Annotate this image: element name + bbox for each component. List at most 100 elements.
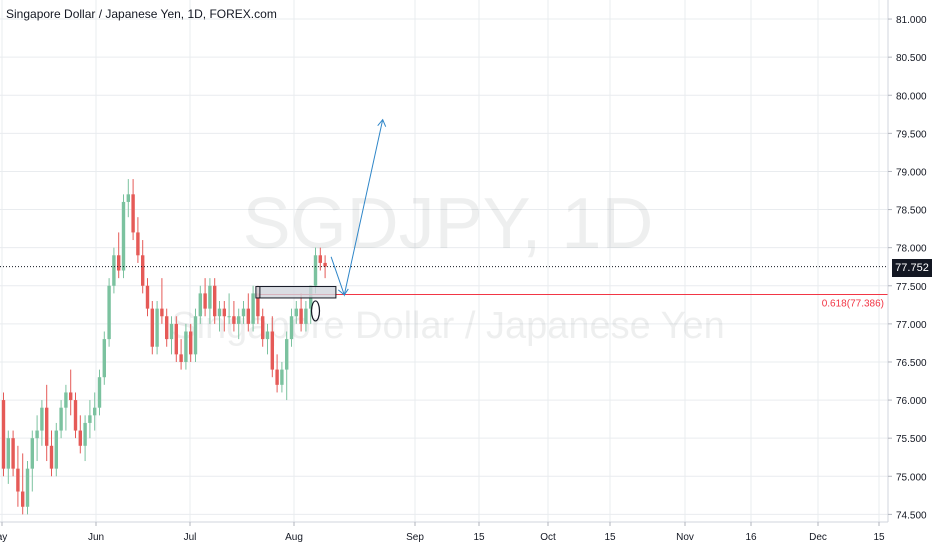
price-tick-label: 79.500 (896, 129, 927, 140)
candle (241, 301, 246, 324)
candle (150, 301, 154, 355)
candle (289, 308, 294, 347)
candle (6, 430, 10, 484)
price-tick-label: 79.000 (896, 167, 927, 178)
candle-body (150, 308, 154, 347)
price-tick-label: 78.000 (896, 244, 927, 255)
candle-body (112, 255, 116, 286)
price-tick-label: 76.000 (896, 396, 927, 407)
candle (126, 179, 130, 218)
price-axis[interactable]: 74.500 75.000 75.500 76.000 76.500 77.000 77.5… (888, 15, 927, 521)
candle (21, 453, 25, 515)
candle (203, 278, 207, 317)
candle (30, 430, 34, 492)
time-tick-label: 15 (873, 532, 885, 543)
candle (69, 369, 73, 416)
price-tick-label: 80.500 (896, 53, 927, 64)
price-tick-label: 81.000 (896, 15, 927, 26)
candle-body (1, 400, 6, 469)
candle (261, 308, 265, 347)
price-tick-label: 75.500 (896, 434, 927, 445)
candle (93, 392, 97, 431)
candle (299, 293, 303, 332)
candle-body (160, 308, 164, 317)
candle-body (59, 407, 63, 431)
candle-body (49, 445, 54, 469)
candle (275, 354, 279, 393)
candle (155, 301, 159, 355)
candle (304, 301, 308, 332)
candle-body (179, 354, 183, 362)
candle (112, 247, 116, 294)
candle-body (141, 255, 145, 286)
candle-body (275, 369, 279, 385)
candle-body (102, 339, 106, 378)
time-tick-label: 15 (473, 532, 485, 543)
candle (198, 285, 202, 324)
time-tick-label: Nov (676, 532, 694, 543)
candle-body (261, 316, 265, 340)
arrow-head-down (337, 288, 349, 296)
candle (45, 384, 49, 462)
candle-body (270, 331, 274, 370)
candle (73, 392, 78, 439)
candle-body (208, 285, 212, 309)
price-tick-label: 77.500 (896, 282, 927, 293)
candle-body (25, 468, 30, 507)
candle (145, 278, 150, 317)
candle-body (241, 308, 246, 317)
candle-body (289, 316, 294, 340)
candle (160, 278, 164, 324)
candle (121, 194, 126, 279)
candle-body (155, 308, 159, 347)
candle-body (35, 430, 39, 439)
time-axis[interactable]: ay Jun Jul Aug Sep 15 Oct 15 Nov 16 Dec 15 (0, 522, 885, 543)
candle-body (280, 369, 284, 385)
candle (227, 293, 231, 324)
candle (35, 415, 39, 462)
drawings[interactable]: 0.618(77.386) (0, 118, 888, 322)
candle-body (256, 293, 260, 317)
candle-body (246, 308, 250, 324)
candles (1, 179, 327, 515)
time-tick-label: Aug (285, 532, 303, 543)
candle-body (45, 407, 49, 446)
candle (318, 247, 322, 271)
candle (208, 278, 212, 324)
price-tick-label: 76.500 (896, 358, 927, 369)
candle (1, 392, 6, 477)
candle-body (88, 415, 92, 423)
candle-body (189, 331, 193, 355)
candle (265, 323, 270, 355)
time-tick-label: Jul (184, 532, 197, 543)
candle (270, 316, 274, 378)
candle-body (251, 293, 255, 324)
candle-body (69, 392, 73, 401)
candle-body (174, 323, 178, 355)
price-tick-label: 77.000 (896, 320, 927, 331)
candle (193, 308, 198, 362)
candle-body (107, 285, 111, 340)
candle (40, 400, 44, 446)
candle (102, 331, 106, 385)
candle-body (299, 308, 303, 324)
candle-body (30, 438, 34, 469)
fib-level-label: 0.618(77.386) (822, 298, 884, 309)
candle-body (232, 316, 236, 324)
candle-body (6, 438, 10, 469)
candle (78, 415, 82, 454)
candle-body (78, 430, 82, 446)
candle (131, 179, 135, 241)
last-price-label: 77.752 (892, 259, 932, 277)
time-tick-label: 15 (604, 532, 616, 543)
candle (313, 247, 318, 294)
candle (280, 361, 284, 393)
candle-body (184, 331, 188, 362)
candle-body (11, 438, 15, 469)
candle (237, 308, 241, 340)
candle (59, 400, 63, 439)
candle (107, 278, 111, 347)
candle (232, 301, 236, 332)
candle (64, 384, 68, 431)
